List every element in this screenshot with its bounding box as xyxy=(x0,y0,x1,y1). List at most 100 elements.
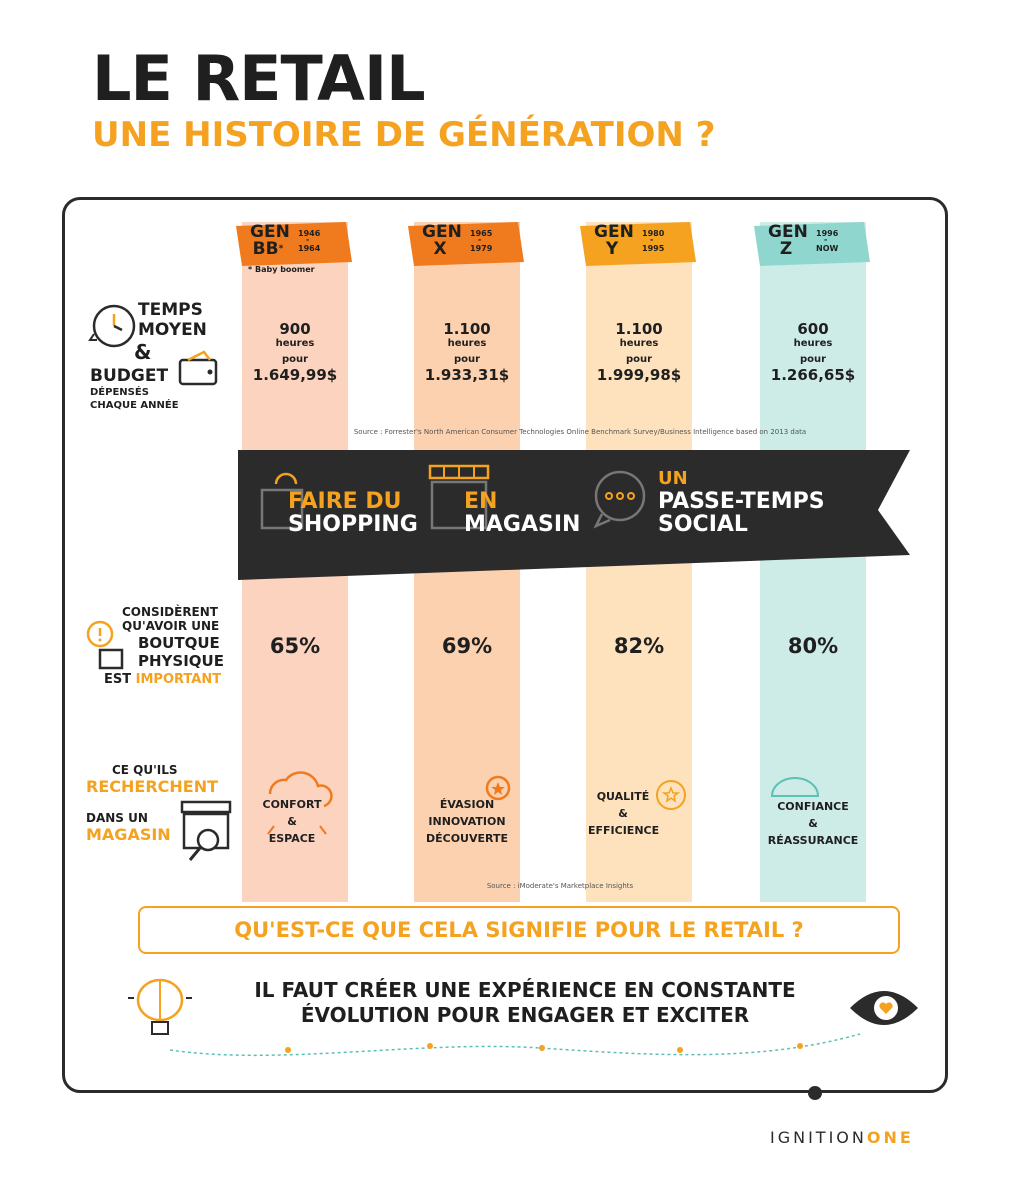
page-title: LE RETAIL xyxy=(92,42,426,115)
gen-badge-z: GEN Z 1996 - NOW xyxy=(754,222,870,266)
look-item: CONFIANCE xyxy=(777,800,849,813)
gen-code: Y xyxy=(605,239,619,259)
brand-part-2: ONE xyxy=(866,1128,914,1147)
look-item: DÉCOUVERTE xyxy=(425,832,509,846)
store-pct-gen-y: 82% xyxy=(613,634,665,658)
storefront-icon xyxy=(428,464,490,530)
chat-bubble-icon xyxy=(593,470,646,529)
for-label: pour xyxy=(281,354,309,365)
look-label-2: RECHERCHENT xyxy=(86,777,218,796)
budget-value: 1.649,99$ xyxy=(252,366,338,384)
gen-label: GEN xyxy=(594,222,634,242)
gen-label: GEN xyxy=(250,222,290,242)
gen-code: X xyxy=(433,239,447,259)
lightbulb-icon xyxy=(485,775,511,801)
banner-text-a2: SHOPPING xyxy=(288,512,418,537)
banner-text-b1: EN xyxy=(464,489,498,514)
hours-unit: heures xyxy=(619,338,659,349)
look-item: EFFICIENCE xyxy=(588,824,660,838)
store-label-1: CONSIDÈRENT xyxy=(122,605,218,619)
hours-value: 600 xyxy=(797,320,829,338)
conclusion-line-2: ÉVOLUTION POUR ENGAGER ET EXCITER xyxy=(300,1003,750,1027)
gen-label: GEN xyxy=(768,222,808,242)
store-alert-icon xyxy=(86,620,124,670)
store-label-4: PHYSIQUE xyxy=(138,652,224,670)
brain-icon xyxy=(128,978,192,1035)
content-frame xyxy=(62,197,948,1093)
banner-shape xyxy=(238,450,910,580)
year-end: 1964 xyxy=(298,244,321,253)
bb-footnote: * Baby boomer xyxy=(248,265,315,274)
clock-icon xyxy=(88,304,136,348)
umbrella-icon xyxy=(770,777,820,797)
year-start: 1946 xyxy=(298,229,321,238)
badge-shape xyxy=(580,222,696,266)
year-start: 1965 xyxy=(470,229,493,238)
stat-gen-x: 1.100 heures pour 1.933,31$ xyxy=(414,320,520,384)
hours-unit: heures xyxy=(793,338,833,349)
look-gen-bb: CONFORT & ESPACE xyxy=(242,796,342,847)
column-gen-z xyxy=(760,222,866,902)
store-search-icon xyxy=(180,800,232,861)
gen-code: BB xyxy=(252,239,279,259)
store-label-5a: EST xyxy=(104,672,132,687)
progress-dotted-line xyxy=(169,1033,861,1057)
look-item: CONFORT xyxy=(262,798,322,811)
store-pct-gen-x: 69% xyxy=(441,634,493,658)
budget-value: 1.933,31$ xyxy=(424,366,510,384)
gen-badge-bb: GEN BB* 1946 - 1964 xyxy=(236,222,352,266)
wallet-icon xyxy=(178,350,218,386)
source-note-2: Source : iModerate's Marketplace Insight… xyxy=(486,882,634,890)
time-label-1: TEMPS xyxy=(138,300,203,320)
look-item: QUALITÉ xyxy=(596,790,650,803)
question-box: QU'EST-CE QUE CELA SIGNIFIE POUR LE RETA… xyxy=(138,906,900,954)
badge-shape xyxy=(754,222,870,266)
store-pct-gen-bb: 65% xyxy=(269,634,321,658)
time-label-4: BUDGET xyxy=(90,366,169,386)
eye-heart-icon xyxy=(850,991,918,1025)
for-label: pour xyxy=(453,354,481,365)
stat-gen-y: 1.100 heures pour 1.999,98$ xyxy=(586,320,692,384)
hours-unit: heures xyxy=(447,338,487,349)
look-gen-y: QUALITÉ & EFFICIENCE xyxy=(588,788,660,839)
budget-value: 1.266,65$ xyxy=(770,366,856,384)
year-start: 1996 xyxy=(816,229,839,238)
time-label-2: MOYEN xyxy=(138,320,207,340)
gen-label: GEN xyxy=(422,222,462,242)
look-item: ÉVASION xyxy=(439,798,495,811)
cloud-icon xyxy=(267,771,333,835)
store-label-3: BOUTQUE xyxy=(138,634,220,652)
hours-value: 1.100 xyxy=(615,320,663,338)
banner-text-b2: MAGASIN xyxy=(464,512,581,537)
look-item: & xyxy=(287,815,297,829)
shopping-bag-icon xyxy=(260,472,304,530)
banner-text-c2: PASSE-TEMPS xyxy=(658,489,825,514)
year-end: 1979 xyxy=(470,244,493,253)
look-gen-z: CONFIANCE & RÉASSURANCE xyxy=(756,798,870,849)
badge-shape xyxy=(236,222,352,266)
budget-value: 1.999,98$ xyxy=(596,366,682,384)
frame-dot xyxy=(808,1086,822,1100)
year-end: 1995 xyxy=(642,244,665,253)
gen-badge-x: GEN X 1965 - 1979 xyxy=(408,222,524,266)
hours-value: 900 xyxy=(279,320,311,338)
hours-unit: heures xyxy=(275,338,315,349)
stat-gen-bb: 900 heures pour 1.649,99$ xyxy=(242,320,348,384)
time-label-6: CHAQUE ANNÉE xyxy=(90,400,179,411)
look-item: ESPACE xyxy=(268,832,316,846)
look-item: & xyxy=(618,807,628,821)
brand-part-1: IGNITION xyxy=(770,1128,867,1147)
look-item: & xyxy=(808,817,818,831)
time-label-5: DÉPENSÉS xyxy=(90,387,149,398)
gen-code: Z xyxy=(779,239,793,259)
banner-text-c3: SOCIAL xyxy=(658,512,748,537)
stat-gen-z: 600 heures pour 1.266,65$ xyxy=(760,320,866,384)
time-label-3: & xyxy=(134,340,152,364)
banner-text-a1: FAIRE DU xyxy=(288,489,402,514)
conclusion-line-1: IL FAUT CRÉER UNE EXPÉRIENCE EN CONSTANT… xyxy=(254,978,796,1002)
gen-badge-y: GEN Y 1980 - 1995 xyxy=(580,222,696,266)
brand-logo: IGNITIONONE xyxy=(770,1128,914,1147)
store-label-5b: IMPORTANT xyxy=(135,672,222,687)
banner-text-c1: UN xyxy=(658,468,688,489)
for-label: pour xyxy=(625,354,653,365)
